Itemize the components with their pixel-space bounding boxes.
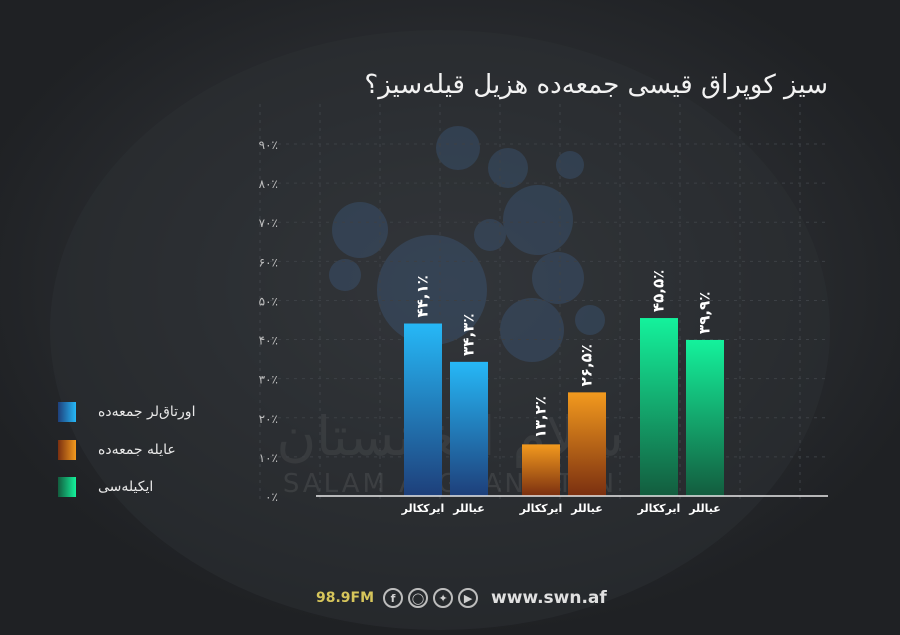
x-tick-label: عیاللر — [688, 502, 721, 515]
legend-swatch-friends — [58, 402, 76, 422]
x-tick-label: عیاللر — [570, 502, 603, 515]
y-tick-label: ۴۰٪ — [259, 334, 278, 348]
twitter-icon[interactable]: ✦ — [433, 588, 454, 608]
legend-item-both: ایکیله‌سی — [58, 477, 198, 497]
data-label: ۴۴,۱٪ — [414, 275, 432, 317]
decorative-circles — [329, 126, 605, 362]
legend-label-friends: اورتاق‌لر جمعه‌ده — [98, 404, 196, 420]
x-tick-label: ایرککالر — [519, 502, 563, 515]
website-url[interactable]: www.swn.af — [491, 588, 607, 608]
facebook-icon[interactable]: f — [383, 588, 404, 608]
y-tick-label: ۵۰٪ — [259, 294, 278, 308]
bar — [640, 318, 678, 496]
radio-frequency: 98.9FM — [316, 590, 375, 606]
x-tick-label: عیاللر — [452, 502, 485, 515]
bar — [404, 323, 442, 496]
data-label: ۱۳,۲٪ — [532, 396, 550, 438]
data-label: ۳۹,۹٪ — [696, 292, 714, 334]
y-tick-label: ۸۰٪ — [259, 177, 278, 191]
y-tick-label: ۲۰٪ — [259, 412, 278, 426]
y-tick-label: ۶۰٪ — [259, 255, 278, 269]
bar — [522, 444, 560, 496]
instagram-icon[interactable]: ◯ — [408, 588, 429, 608]
x-tick-label: ایرککالر — [401, 502, 445, 515]
bar — [686, 339, 724, 496]
bar — [450, 361, 488, 496]
y-tick-label: ۷۰٪ — [259, 216, 278, 230]
x-tick-label: ایرککالر — [637, 502, 681, 515]
legend-item-friends: اورتاق‌لر جمعه‌ده — [58, 402, 198, 422]
y-tick-label: ۳۰٪ — [259, 373, 278, 387]
y-tick-label: ۰٪ — [265, 490, 278, 504]
data-label: ۳۴,۳٪ — [460, 314, 478, 356]
legend-swatch-both — [58, 477, 76, 497]
bar — [568, 392, 606, 496]
youtube-icon[interactable]: ▶ — [458, 588, 479, 608]
data-label: ۲۶,۵٪ — [578, 344, 596, 386]
y-tick-label: ۱۰٪ — [259, 451, 278, 465]
background-grid — [259, 104, 801, 500]
legend-label-both: ایکیله‌سی — [98, 479, 154, 495]
legend-item-family: عایله جمعه‌ده — [58, 440, 198, 460]
legend-label-family: عایله جمعه‌ده — [98, 442, 176, 458]
chart-title: سیز کوپراق قیسی جمعه‌ده هزیل قیله‌سیز؟ — [364, 70, 828, 100]
y-tick-label: ۹۰٪ — [259, 138, 278, 152]
data-label: ۴۵,۵٪ — [650, 270, 668, 312]
footer: 98.9FM f ◯ ✦ ▶ www.swn.af — [316, 588, 607, 608]
legend-swatch-family — [58, 440, 76, 460]
